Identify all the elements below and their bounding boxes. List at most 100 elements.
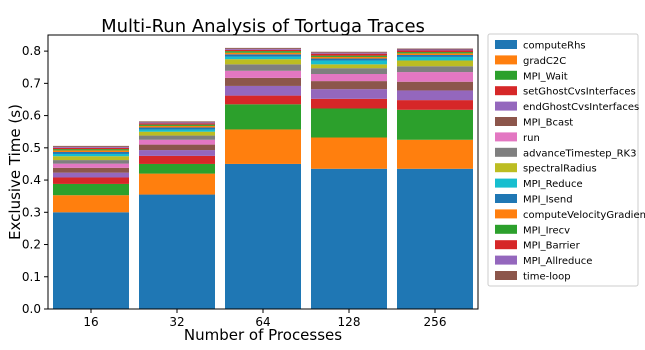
legend-label: setGhostCvsInterfaces: [523, 87, 636, 98]
legend-label: MPI_Wait: [523, 71, 568, 82]
bar-segment-computerhs: [397, 168, 473, 309]
bar-segment-endghostcvsinterfaces: [53, 172, 129, 178]
legend-swatch: [495, 209, 517, 219]
bar-segment-mpi-irecv: [139, 124, 215, 126]
bar-segment-mpi-allreduce: [311, 52, 387, 54]
bar-segment-time-loop: [397, 48, 473, 50]
bar-segment-computevelocitygradient: [53, 150, 129, 153]
legend-label: gradC2C: [523, 56, 566, 67]
bar-segment-time-loop: [53, 145, 129, 147]
bar-segment-setghostcvsinterfaces: [53, 177, 129, 184]
y-tick-label: 0.2: [22, 238, 41, 252]
legend-swatch: [495, 271, 517, 280]
y-tick-label: 0.8: [22, 44, 41, 58]
bar-segment-computevelocitygradient: [311, 56, 387, 59]
bar-segment-mpi-irecv: [311, 55, 387, 57]
y-tick-label: 0.1: [22, 270, 41, 284]
bar-segment-computerhs: [139, 194, 215, 309]
bar-segment-gradc2c: [311, 137, 387, 169]
bar-segment-mpi-barrier: [311, 53, 387, 56]
bar-segment-endghostcvsinterfaces: [139, 150, 215, 156]
x-tick-label: 256: [424, 315, 447, 329]
bar-segment-advancetimestep-rk3: [397, 66, 473, 73]
bar-segment-run: [397, 72, 473, 82]
y-tick-label: 0.0: [22, 302, 41, 316]
bar-segment-mpi-irecv: [53, 149, 129, 151]
legend-label: advanceTimestep_RK3: [523, 148, 636, 159]
bar-segment-computevelocitygradient: [225, 52, 301, 55]
legend-swatch: [495, 132, 517, 142]
bar-segment-gradc2c: [225, 129, 301, 164]
bar-segment-setghostcvsinterfaces: [139, 155, 215, 164]
y-tick-label: 0.3: [22, 205, 41, 219]
bar-segment-mpi-allreduce: [53, 146, 129, 148]
legend-label: endGhostCvsInterfaces: [523, 102, 639, 113]
bar-segment-mpi-allreduce: [139, 122, 215, 124]
bar-segment-mpi-wait: [139, 163, 215, 174]
legend-label: MPI_Allreduce: [523, 256, 592, 267]
bar-segment-mpi-barrier: [53, 147, 129, 150]
bar-segment-advancetimestep-rk3: [225, 64, 301, 71]
bar-segment-mpi-wait: [311, 108, 387, 138]
bar-segment-spectralradius: [311, 64, 387, 69]
bar-segment-time-loop: [139, 121, 215, 123]
bar-segment-mpi-bcast: [397, 81, 473, 91]
bar-segment-mpi-reduce: [225, 56, 301, 60]
bar-segment-setghostcvsinterfaces: [397, 100, 473, 110]
legend-label: MPI_Isend: [523, 195, 573, 206]
y-axis: 0.0 0.1 0.2 0.3 0.4 0.5 0.6 0.7 0.8: [22, 44, 48, 316]
bar-segment-run: [311, 74, 387, 82]
y-tick-label: 0.6: [22, 109, 41, 123]
bar-segment-mpi-bcast: [225, 77, 301, 86]
legend-swatch: [495, 86, 517, 96]
bar-segment-mpi-bcast: [139, 144, 215, 151]
y-tick-label: 0.4: [22, 173, 41, 187]
bar-segment-mpi-wait: [225, 104, 301, 130]
bar-segment-mpi-barrier: [225, 49, 301, 52]
bar-segment-gradc2c: [53, 195, 129, 213]
legend-swatch: [495, 163, 517, 173]
bar-segment-endghostcvsinterfaces: [397, 90, 473, 101]
legend-swatch: [495, 194, 517, 203]
plot-bars: [53, 47, 473, 309]
legend-swatch: [495, 117, 517, 126]
bar-segment-mpi-wait: [53, 183, 129, 196]
x-axis: 16 32 64 128 256: [83, 309, 446, 329]
bar-segment-time-loop: [225, 47, 301, 49]
y-tick-label: 0.7: [22, 76, 41, 90]
bar-segment-mpi-barrier: [139, 123, 215, 125]
legend-swatch: [495, 101, 517, 111]
bar-segment-setghostcvsinterfaces: [225, 95, 301, 105]
bar-segment-spectralradius: [53, 156, 129, 161]
x-axis-title: Number of Processes: [184, 326, 342, 344]
bar-segment-mpi-allreduce: [225, 48, 301, 50]
legend-swatch: [495, 224, 517, 234]
legend-swatch: [495, 40, 517, 49]
bar-segment-advancetimestep-rk3: [53, 160, 129, 164]
legend-label: time-loop: [523, 272, 571, 283]
bar-segment-mpi-isend: [225, 54, 301, 57]
legend-label: computeVelocityGradient: [523, 210, 645, 221]
bar-segment-run: [139, 139, 215, 145]
bar-segment-mpi-isend: [397, 54, 473, 57]
legend-label: spectralRadius: [523, 164, 597, 175]
bar-segment-mpi-irecv: [397, 52, 473, 54]
bar-segment-endghostcvsinterfaces: [311, 89, 387, 99]
legend-swatch: [495, 147, 517, 157]
y-tick-label: 0.5: [22, 141, 41, 155]
bar-segment-computerhs: [225, 163, 301, 309]
y-axis-title: Exclusive Time (s): [6, 104, 24, 240]
bar-segment-mpi-isend: [311, 58, 387, 61]
legend-swatch: [495, 70, 517, 80]
bar-segment-mpi-reduce: [311, 60, 387, 65]
bar-segment-computerhs: [311, 168, 387, 309]
bar-segment-spectralradius: [225, 59, 301, 65]
legend-label: computeRhs: [523, 41, 586, 52]
x-tick-label: 16: [83, 315, 98, 329]
bar-segment-computevelocitygradient: [397, 53, 473, 55]
bar-segment-spectralradius: [139, 131, 215, 136]
bar-segment-computerhs: [53, 212, 129, 309]
legend-frame: [487, 33, 639, 287]
x-tick-label: 32: [169, 315, 184, 329]
